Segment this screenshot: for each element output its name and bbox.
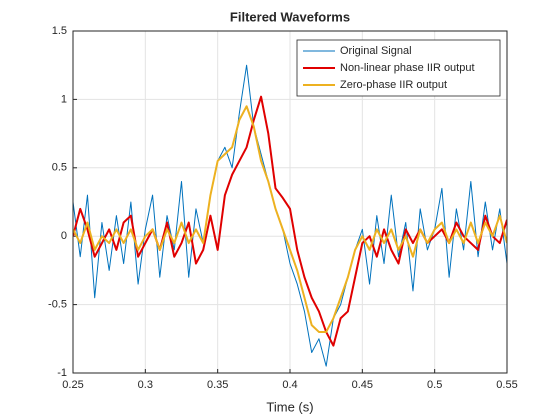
x-axis-label: Time (s) [266, 399, 313, 414]
legend-label: Non-linear phase IIR output [340, 62, 475, 74]
y-tick-label: -0.5 [48, 299, 67, 311]
axes-box [72, 30, 508, 374]
x-tick-label: 0.35 [207, 379, 228, 391]
legend-label: Zero-phase IIR output [340, 79, 447, 91]
x-tick-label: 0.25 [62, 379, 83, 391]
y-tick-label: 1.5 [52, 25, 67, 37]
y-tick-label: 0 [61, 230, 67, 242]
chart-title: Filtered Waveforms [230, 9, 350, 24]
x-tick-label: 0.45 [352, 379, 373, 391]
y-tick-label: 1 [61, 93, 67, 105]
x-tick-label: 0.5 [427, 379, 442, 391]
series-line [73, 95, 507, 347]
legend-label: Original Signal [340, 45, 412, 57]
y-tick-label: 0.5 [52, 162, 67, 174]
x-tick-label: 0.3 [138, 379, 153, 391]
x-tick-label: 0.55 [496, 379, 517, 391]
y-tick-label: -1 [57, 367, 67, 379]
series-line [73, 105, 507, 333]
x-tick-label: 0.4 [282, 379, 297, 391]
